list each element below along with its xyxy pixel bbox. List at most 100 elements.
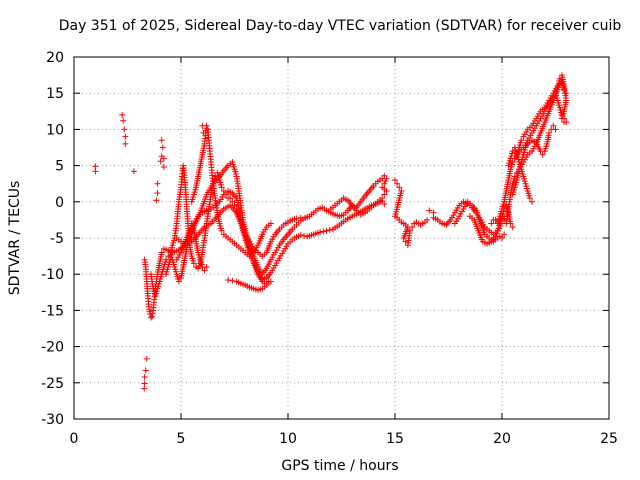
data-point <box>550 122 557 129</box>
y-tick-label: -15 <box>41 303 64 319</box>
y-tick-label: 20 <box>46 50 64 66</box>
data-point <box>141 385 148 392</box>
data-point <box>229 198 236 205</box>
data-point <box>383 175 390 182</box>
data-point <box>382 178 389 185</box>
y-tick-label: 0 <box>55 195 64 211</box>
x-tick-label: 20 <box>493 431 511 447</box>
data-point <box>130 168 137 175</box>
data-point <box>409 224 416 231</box>
data-point <box>227 195 234 202</box>
data-point <box>509 224 516 231</box>
data-point <box>203 263 210 270</box>
y-tick-label: -5 <box>50 231 64 247</box>
data-point <box>92 168 99 175</box>
data-point <box>158 249 165 256</box>
data-point <box>317 229 324 236</box>
data-point <box>175 278 182 285</box>
data-point <box>149 313 156 320</box>
data-point <box>509 148 516 155</box>
data-point <box>141 374 148 381</box>
axis-ticks: 0 5 10 15 20 25 -30 -25 -20 -15 -10 -5 0 5 10 15 20 <box>41 50 618 447</box>
data-point <box>154 180 161 187</box>
y-tick-label: -10 <box>41 267 64 283</box>
data-point <box>159 144 166 151</box>
data-point <box>426 207 433 214</box>
data-point <box>493 230 500 237</box>
data-point <box>301 232 308 239</box>
data-point <box>142 367 149 374</box>
data-points <box>92 72 570 392</box>
data-point <box>153 197 160 204</box>
data-point <box>381 180 388 187</box>
data-point <box>293 215 300 222</box>
data-point <box>203 122 210 129</box>
data-point <box>501 231 508 238</box>
data-point <box>526 195 533 202</box>
x-tick-label: 25 <box>600 431 618 447</box>
data-point <box>263 282 270 289</box>
data-point <box>381 191 388 198</box>
data-point <box>218 227 225 234</box>
data-point <box>320 228 327 235</box>
data-point <box>556 75 563 82</box>
data-point <box>267 220 274 227</box>
data-point <box>121 126 128 133</box>
data-point <box>297 232 304 239</box>
data-point <box>92 163 99 170</box>
x-axis-label: GPS time / hours <box>281 458 398 474</box>
data-point <box>122 133 129 140</box>
data-point <box>488 220 495 227</box>
data-point <box>201 267 208 274</box>
data-point <box>165 253 172 260</box>
data-point <box>195 265 202 272</box>
data-point <box>539 151 546 158</box>
data-point <box>231 202 238 209</box>
data-point <box>229 277 236 284</box>
data-point <box>561 119 568 126</box>
data-point <box>394 180 401 187</box>
data-point <box>160 155 167 162</box>
data-point <box>499 235 505 241</box>
data-point <box>265 278 272 285</box>
data-point <box>190 260 197 267</box>
y-tick-label: 5 <box>55 159 64 175</box>
data-point <box>220 187 227 194</box>
x-tick-label: 10 <box>279 431 297 447</box>
data-point <box>154 190 161 197</box>
data-point <box>141 380 148 387</box>
data-point <box>119 111 126 118</box>
data-point <box>218 184 225 191</box>
data-point <box>518 137 525 144</box>
data-point <box>143 355 150 362</box>
data-point <box>122 140 129 147</box>
data-point <box>424 216 431 223</box>
data-point <box>163 256 170 263</box>
data-point <box>383 187 390 194</box>
data-point <box>225 276 232 283</box>
data-point <box>222 191 229 198</box>
y-tick-label: 15 <box>46 86 64 102</box>
data-point <box>392 177 398 184</box>
y-tick-label: -25 <box>41 376 64 392</box>
data-point <box>400 235 407 241</box>
grid-lines <box>74 57 609 419</box>
data-point <box>406 227 413 234</box>
data-point <box>509 158 516 165</box>
data-point <box>379 195 386 202</box>
data-point <box>160 164 167 171</box>
y-tick-label: 10 <box>46 122 64 138</box>
data-point <box>396 184 403 191</box>
data-point <box>323 227 330 234</box>
chart-title: Day 351 of 2025, Sidereal Day-to-day VTE… <box>59 18 622 34</box>
y-axis-label: SDTVAR / TECUs <box>7 181 23 296</box>
data-point <box>528 198 535 205</box>
data-point <box>148 314 155 321</box>
data-point <box>558 115 565 122</box>
data-point <box>492 233 499 240</box>
data-point <box>302 214 309 221</box>
data-point <box>552 126 559 133</box>
data-point <box>120 117 127 124</box>
y-tick-label: -30 <box>41 412 64 428</box>
